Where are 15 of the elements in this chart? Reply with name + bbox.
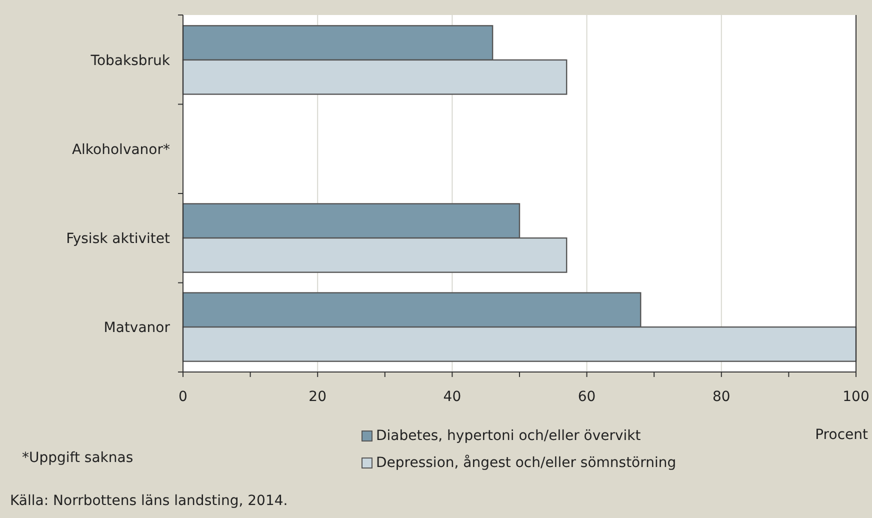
legend-label: Depression, ångest och/eller sömnstörning (376, 454, 676, 471)
x-tick-label: 100 (842, 389, 870, 405)
x-tick-label: 80 (712, 389, 730, 405)
x-tick-label: 20 (308, 389, 327, 405)
y-tick-label: Fysisk aktivitet (66, 230, 171, 247)
legend-label: Diabetes, hypertoni och/eller övervikt (376, 428, 642, 444)
y-tick-label: Matvanor (104, 320, 170, 336)
x-tick-label: 0 (178, 389, 188, 405)
x-tick-label: 40 (443, 389, 462, 405)
text: Källa: Norrbottens läns landsting, 2014. (10, 493, 288, 509)
text: *Uppgift saknas (22, 450, 134, 466)
y-tick-label: Alkoholvanor* (72, 142, 170, 158)
y-tick-label: Tobaksbruk (90, 52, 171, 69)
x-tick-label: 60 (578, 389, 596, 405)
x-axis-title: Procent (815, 427, 869, 443)
